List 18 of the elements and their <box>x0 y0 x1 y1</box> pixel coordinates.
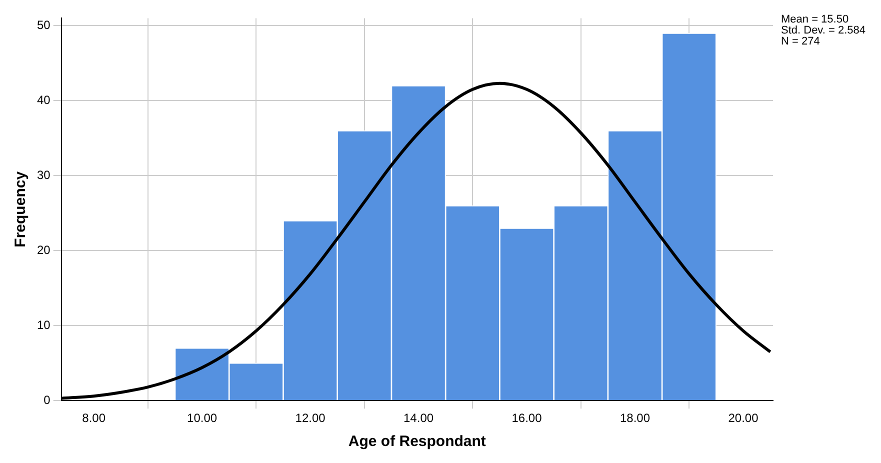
text: Mean = 15.50 <box>781 14 849 26</box>
x-tick-label: 14.00 <box>404 411 434 426</box>
y-tick-label: 30 <box>36 168 51 182</box>
x-tick-label: 18.00 <box>620 411 650 426</box>
text: Std. Dev. = 2.584 <box>781 24 866 37</box>
y-tick-label: 40 <box>36 92 51 107</box>
y-tick-label: 0 <box>44 392 51 407</box>
x-tick-label: 10.00 <box>187 411 218 426</box>
x-axis-title: Age of Respondant <box>348 433 486 450</box>
x-tick-label: 12.00 <box>295 411 326 426</box>
x-tick-label: 8.00 <box>82 411 106 426</box>
y-axis-title: Frequency <box>12 170 30 248</box>
x-tick-label: 20.00 <box>728 411 759 426</box>
y-tick-label: 50 <box>36 18 51 32</box>
y-tick-label: 20 <box>36 242 51 257</box>
x-tick-label: 16.00 <box>512 411 542 426</box>
y-tick-label: 10 <box>36 318 51 332</box>
text: N = 274 <box>781 36 820 48</box>
